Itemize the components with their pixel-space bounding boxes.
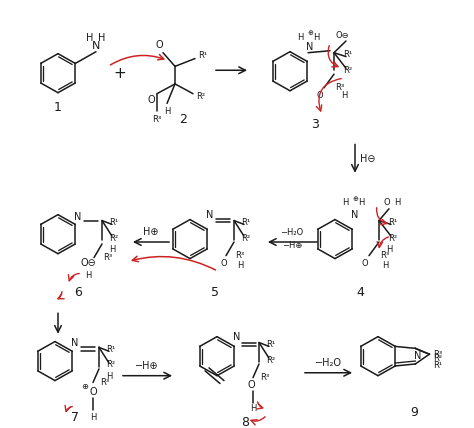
Text: R²: R² [433, 354, 442, 363]
Text: R²: R² [109, 234, 118, 243]
Text: 7: 7 [71, 411, 79, 424]
Text: 8: 8 [241, 416, 249, 428]
Text: −H₂O: −H₂O [315, 358, 341, 368]
Text: ⊕: ⊕ [307, 30, 313, 36]
Text: H: H [98, 33, 106, 43]
Text: H: H [382, 261, 388, 270]
Text: R¹: R¹ [433, 361, 442, 370]
Text: R³: R³ [152, 115, 162, 124]
Text: O: O [89, 387, 97, 397]
Text: 6: 6 [74, 286, 82, 299]
Text: R¹: R¹ [106, 345, 116, 354]
Text: 2: 2 [179, 113, 187, 125]
Text: 5: 5 [211, 286, 219, 299]
Text: O: O [147, 95, 155, 104]
Text: R²: R² [266, 356, 275, 365]
Text: H: H [85, 270, 91, 279]
Text: R²: R² [107, 360, 116, 369]
Text: N: N [306, 42, 314, 52]
Text: R¹: R¹ [388, 218, 398, 227]
Text: H: H [313, 33, 319, 42]
Text: −H⊕: −H⊕ [282, 241, 302, 250]
Text: O: O [155, 40, 163, 50]
Text: R³: R³ [260, 373, 270, 382]
Text: O: O [221, 259, 228, 268]
Text: O: O [362, 259, 368, 268]
Text: R²: R² [344, 66, 353, 75]
Text: H: H [342, 199, 348, 208]
Text: H⊖: H⊖ [360, 154, 376, 164]
Text: R³: R³ [433, 350, 442, 359]
Text: R¹: R¹ [109, 218, 118, 227]
Text: R¹: R¹ [199, 51, 208, 60]
Text: N: N [351, 210, 359, 220]
Text: R¹: R¹ [266, 340, 275, 349]
Text: H: H [358, 199, 364, 208]
Text: H: H [386, 245, 392, 254]
Text: O: O [247, 380, 255, 390]
Text: 3: 3 [311, 119, 319, 131]
Text: N: N [74, 211, 82, 222]
Text: R³: R³ [100, 378, 109, 387]
Text: H: H [394, 199, 400, 208]
Text: N: N [71, 339, 79, 348]
Text: O⊖: O⊖ [80, 259, 96, 268]
Text: O: O [317, 91, 323, 100]
Text: O: O [383, 199, 390, 208]
Text: R²: R² [241, 234, 251, 243]
Text: H: H [341, 91, 347, 100]
Text: 9: 9 [410, 406, 418, 419]
Text: H: H [250, 404, 256, 413]
Text: N: N [233, 332, 241, 342]
Text: H: H [297, 33, 303, 42]
Text: R²: R² [196, 92, 206, 101]
Text: R¹: R¹ [343, 50, 353, 59]
Text: 4: 4 [356, 286, 364, 299]
Text: R³: R³ [380, 251, 390, 260]
Text: H: H [109, 245, 115, 254]
Text: ⊕: ⊕ [82, 382, 89, 391]
Text: 1: 1 [54, 101, 62, 114]
Text: N: N [414, 351, 421, 361]
Text: H⊕: H⊕ [143, 227, 159, 237]
Text: ⊕: ⊕ [352, 196, 358, 202]
Text: H: H [164, 107, 170, 116]
Text: N: N [206, 210, 214, 220]
Text: O⊖: O⊖ [335, 31, 349, 40]
Text: H: H [86, 33, 94, 43]
Text: R³: R³ [103, 253, 113, 262]
Text: H: H [90, 413, 96, 422]
Text: R³: R³ [336, 83, 345, 92]
Text: N: N [92, 41, 100, 51]
Text: H: H [106, 372, 112, 381]
Text: R³: R³ [236, 251, 245, 260]
Text: R²: R² [388, 234, 398, 243]
Text: R¹: R¹ [241, 218, 251, 227]
Text: H: H [237, 261, 243, 270]
Text: +: + [114, 65, 127, 81]
Text: −H⊕: −H⊕ [135, 361, 159, 371]
Text: −H₂O: −H₂O [281, 228, 304, 237]
